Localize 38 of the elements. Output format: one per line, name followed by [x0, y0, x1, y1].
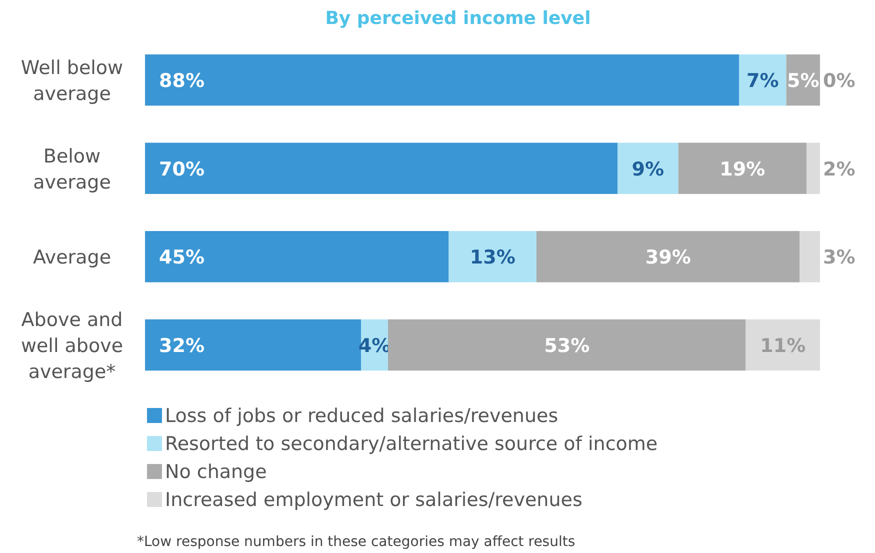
data-label: 2% [823, 158, 856, 180]
data-label: 3% [823, 246, 856, 269]
bar [678, 142, 806, 194]
bar [388, 319, 746, 371]
bar [145, 54, 739, 106]
bar [806, 142, 820, 194]
data-label: 32% [159, 334, 204, 357]
data-label: 9% [632, 158, 664, 180]
legend-label: Resorted to secondary/alternative source of income [165, 433, 658, 455]
y-tick-label: Well below average [20, 57, 124, 106]
data-label: 13% [470, 246, 516, 269]
data-label: 39% [645, 246, 691, 269]
bar [448, 231, 536, 282]
data-label: 11% [760, 334, 806, 357]
data-label: 70% [159, 158, 204, 180]
y-tick-label: Below average [33, 145, 111, 194]
data-label: 19% [720, 158, 766, 180]
legend-label: No change [165, 461, 267, 483]
bar [536, 231, 800, 282]
bar [800, 231, 820, 282]
data-label: 5% [786, 70, 820, 92]
bar [145, 231, 449, 282]
bar [618, 142, 678, 194]
y-tick-label: Average [32, 246, 112, 269]
data-label: 45% [159, 246, 204, 269]
bar [746, 319, 820, 371]
bar [739, 54, 786, 106]
data-label: 0% [823, 70, 856, 92]
data-label: 88% [159, 70, 204, 92]
bar [145, 142, 618, 194]
bar [145, 319, 361, 371]
y-tick-label: Above and well above average* [20, 308, 124, 383]
chart-title: By perceived income level [325, 8, 591, 29]
legend-label: Loss of jobs or reduced salaries/revenues [165, 405, 558, 427]
text: *Low response numbers in these categories may affect results [137, 534, 576, 550]
data-label: 53% [544, 334, 590, 357]
legend-label: Increased employment or salaries/revenues [165, 489, 582, 511]
data-label: 7% [746, 70, 779, 92]
